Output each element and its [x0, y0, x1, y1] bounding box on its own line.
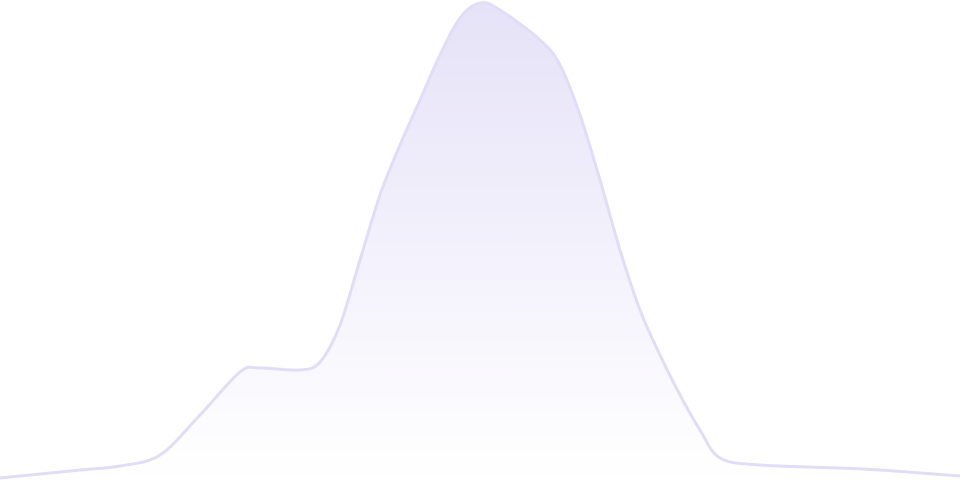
area-fill: [0, 2, 960, 480]
area-chart: [0, 1, 960, 480]
series-line: [0, 1, 960, 480]
